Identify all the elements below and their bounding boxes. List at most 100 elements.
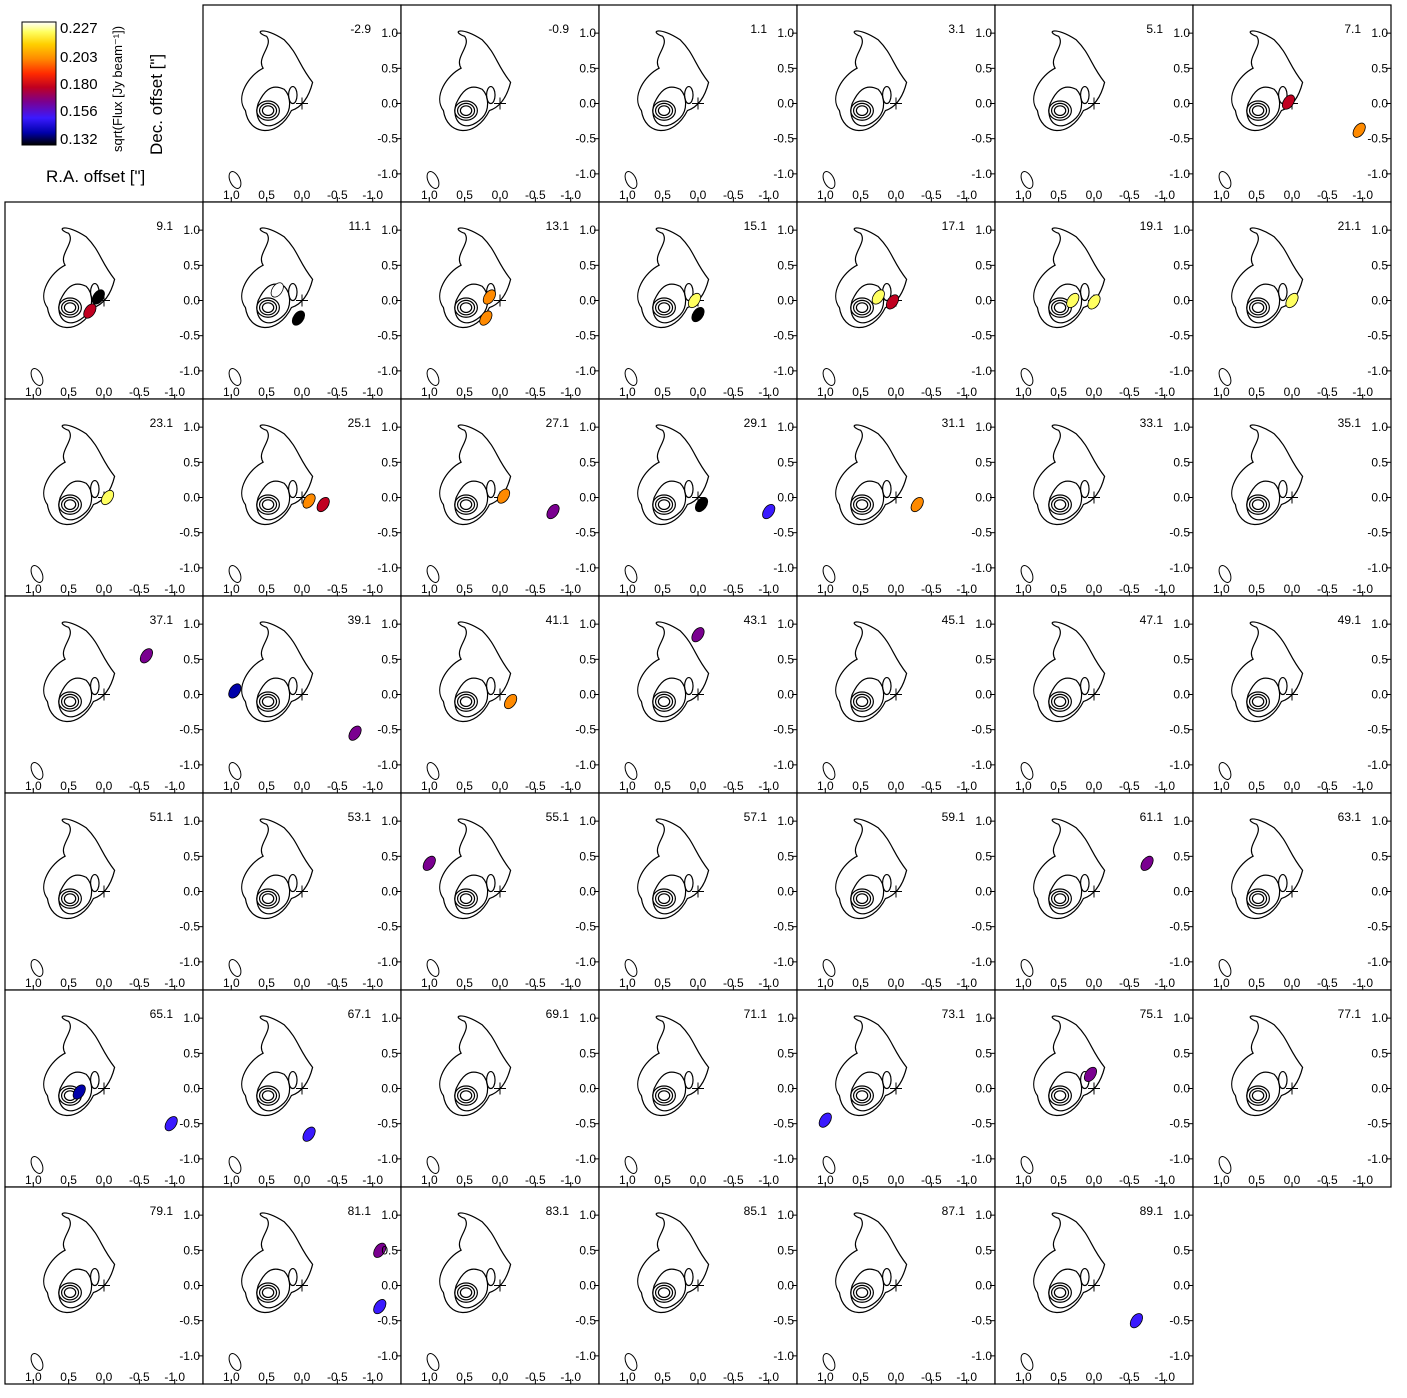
contour-inner	[454, 874, 489, 915]
y-tick-label: 0.0	[1173, 885, 1190, 899]
channel-velocity-label: 13.1	[546, 219, 570, 233]
contour-peak	[459, 696, 473, 708]
y-tick-label: 0.0	[1371, 1082, 1388, 1096]
x-tick-label: -0.5	[921, 1173, 942, 1187]
x-tick-label: 0.5	[258, 976, 275, 990]
emission-blob	[270, 282, 284, 298]
x-tick-label: -0.5	[1119, 1173, 1140, 1187]
channel-panel: 39.1 1.0 0.5 0.0 -0.5 -1.0 1.0 0.5 0.0 -0.5 -1.0	[202, 595, 402, 794]
contour-inner	[58, 283, 93, 324]
contour-secondary	[485, 676, 496, 696]
contour-peak	[1053, 893, 1067, 905]
y-tick-label: 0.0	[381, 885, 398, 899]
y-tick-label: 0.5	[1371, 849, 1388, 863]
contour-peak	[454, 494, 478, 515]
x-tick-label: 1.0	[421, 779, 438, 793]
contour-outer	[43, 621, 116, 723]
beam-ellipse	[1020, 1156, 1034, 1174]
y-tick-label: 0.0	[381, 688, 398, 702]
contour-peak	[58, 1282, 82, 1303]
y-tick-label: 0.0	[381, 491, 398, 505]
x-tick-label: 0.5	[654, 779, 671, 793]
channel-panel: 59.1 1.0 0.5 0.0 -0.5 -1.0 1.0 0.5 0.0 -0.5 -1.0	[796, 792, 996, 991]
contour-peak	[63, 1287, 77, 1299]
y-tick-label: 0.0	[1173, 294, 1190, 308]
contour-peak	[261, 696, 275, 708]
x-tick-label: 1.0	[619, 188, 636, 202]
colorbar-label: sqrt(Flux [Jy beam⁻¹])	[110, 26, 125, 152]
x-tick-label: 0.5	[258, 582, 275, 596]
beam-ellipse	[1218, 368, 1232, 386]
contour-secondary	[1277, 676, 1288, 696]
y-tick-label: 0.0	[975, 491, 992, 505]
contour-peak	[654, 1087, 674, 1104]
y-tick-label: 0.0	[579, 491, 596, 505]
contour-peak	[652, 1085, 676, 1106]
contour-secondary	[287, 676, 298, 696]
x-tick-label: 0.0	[888, 188, 905, 202]
contour-peak	[459, 893, 473, 905]
contour-peak	[852, 890, 872, 907]
x-tick-label: 0.5	[1050, 188, 1067, 202]
channel-panel: 33.1 1.0 0.5 0.0 -0.5 -1.0 1.0 0.5 0.0 -0.5 -1.0	[994, 398, 1194, 597]
x-tick-label: 0.0	[294, 1370, 311, 1384]
channel-velocity-label: 55.1	[546, 810, 570, 824]
emission-blob	[83, 303, 97, 319]
contour-peak	[1248, 496, 1268, 513]
y-tick-label: -0.5	[971, 329, 992, 343]
channel-velocity-label: 9.1	[156, 219, 173, 233]
contour-peak	[1050, 496, 1070, 513]
y-tick-label: 1.0	[579, 1011, 596, 1025]
x-tick-label: -0.5	[525, 385, 546, 399]
x-tick-label: -0.5	[327, 1370, 348, 1384]
continuum-contours	[1033, 1015, 1106, 1117]
channel-panel: 43.1 1.0 0.5 0.0 -0.5 -1.0 1.0 0.5 0.0 -0.5 -1.0	[598, 595, 798, 794]
x-tick-label: -0.5	[1317, 188, 1338, 202]
contour-peak	[456, 693, 476, 710]
x-tick-label: -1.0	[164, 779, 185, 793]
contour-peak	[850, 888, 874, 909]
contour-inner	[1246, 480, 1281, 521]
x-tick-label: -0.5	[723, 779, 744, 793]
y-tick-label: 0.0	[777, 97, 794, 111]
channel-velocity-label: 35.1	[1338, 416, 1362, 430]
x-tick-label: -0.5	[1119, 1370, 1140, 1384]
x-tick-label: 0.0	[294, 1173, 311, 1187]
contour-peak	[850, 297, 874, 318]
beam-ellipse	[624, 762, 638, 780]
continuum-contours	[241, 1015, 314, 1117]
y-tick-label: 0.5	[777, 61, 794, 75]
x-tick-label: -1.0	[560, 779, 581, 793]
channel-velocity-label: 29.1	[744, 416, 768, 430]
y-tick-label: 0.0	[975, 688, 992, 702]
x-tick-label: 1.0	[619, 1370, 636, 1384]
contour-peak	[855, 1090, 869, 1102]
contour-peak	[1248, 693, 1268, 710]
emission-blob	[302, 493, 316, 509]
x-tick-label: -1.0	[758, 976, 779, 990]
contour-secondary	[89, 873, 100, 893]
y-tick-label: 1.0	[1173, 1011, 1190, 1025]
beam-ellipse	[822, 368, 836, 386]
continuum-contours	[241, 621, 314, 723]
channel-panel: 23.1 1.0 0.5 0.0 -0.5 -1.0 1.0 0.5 0.0 -0.5 -1.0	[4, 398, 204, 597]
contour-outer	[835, 621, 908, 723]
y-tick-label: -1.0	[179, 955, 200, 969]
contour-inner	[1048, 1268, 1083, 1309]
y-tick-label: 0.0	[1371, 97, 1388, 111]
x-tick-label: 0.5	[654, 1370, 671, 1384]
x-tick-label: -0.5	[525, 1173, 546, 1187]
y-tick-label: 0.0	[1173, 688, 1190, 702]
x-tick-label: 1.0	[1015, 188, 1032, 202]
contour-inner	[1246, 874, 1281, 915]
contour-outer	[241, 1015, 314, 1117]
beam-ellipse	[426, 368, 440, 386]
y-tick-label: -1.0	[575, 1349, 596, 1363]
y-tick-label: 1.0	[579, 26, 596, 40]
x-tick-label: 1.0	[817, 779, 834, 793]
emission-blob	[1281, 94, 1296, 110]
contour-outer	[43, 1212, 116, 1314]
y-tick-label: 0.5	[381, 1243, 398, 1257]
y-tick-label: -1.0	[575, 364, 596, 378]
contour-peak	[855, 302, 869, 314]
